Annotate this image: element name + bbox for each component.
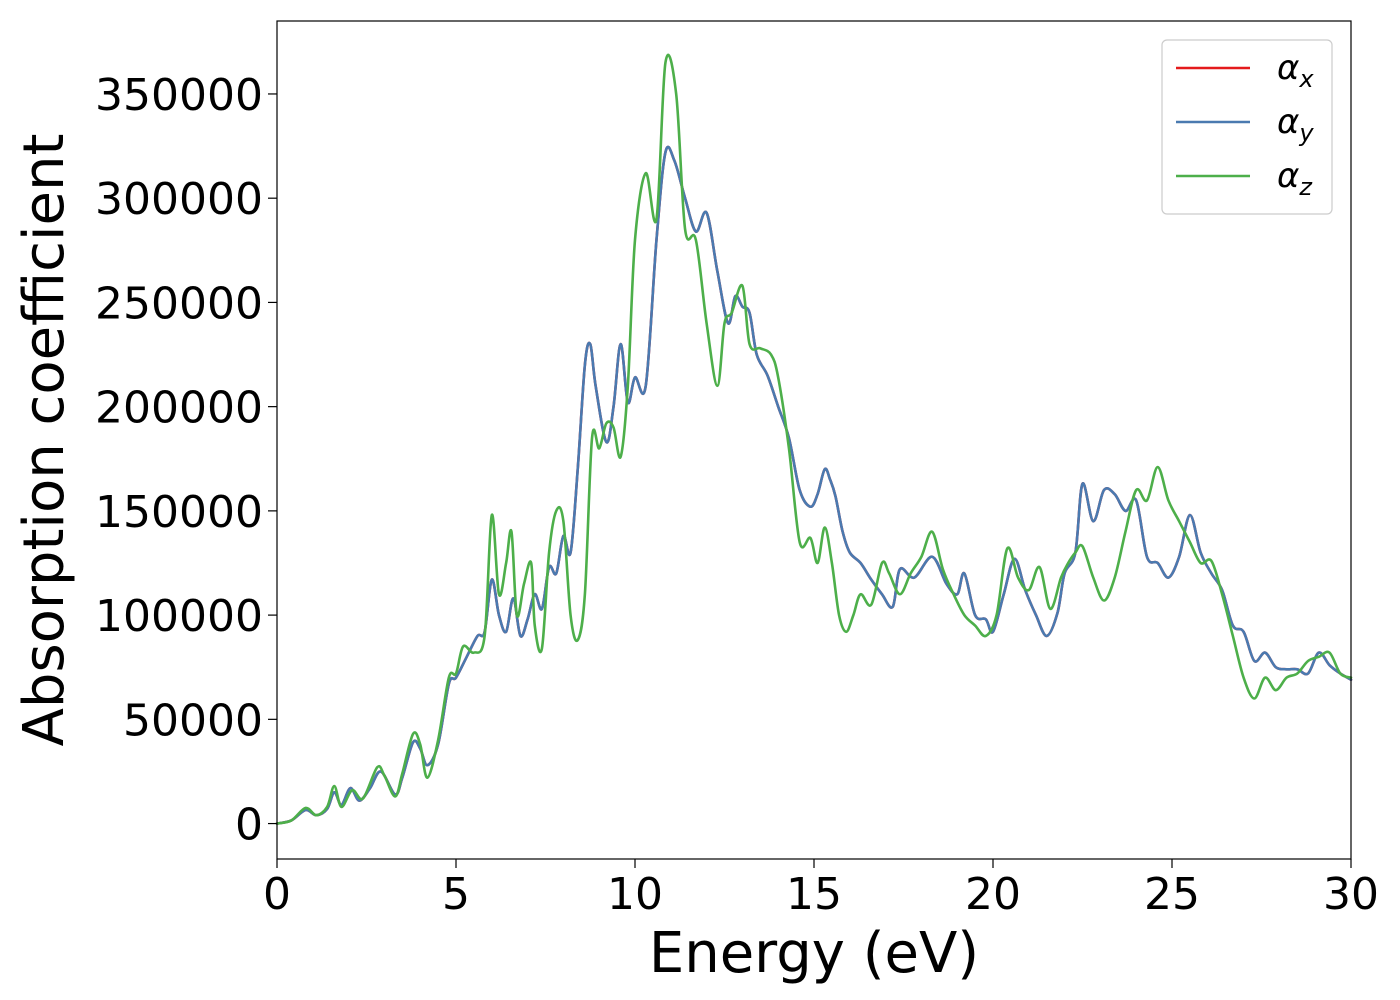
x-axis: 0 5 10 15 20 25 30 <box>263 859 1379 920</box>
x-tick-label: 0 <box>263 869 291 920</box>
series-line-alpha-x <box>275 145 1353 825</box>
y-tick-label: 250000 <box>95 278 263 329</box>
series-layer <box>275 53 1353 825</box>
y-tick-label: 300000 <box>95 174 263 225</box>
y-tick-label: 0 <box>235 800 263 851</box>
y-axis-title: Absorption coefficient <box>12 134 77 747</box>
series-line-alpha-y <box>275 145 1353 825</box>
y-tick-label: 50000 <box>123 695 263 746</box>
legend-label-alpha-z: αz <box>1277 156 1313 201</box>
y-tick-label: 150000 <box>95 487 263 538</box>
x-axis-title: Energy (eV) <box>649 921 979 986</box>
legend-label-alpha-y: αy <box>1277 102 1314 147</box>
x-tick-label: 15 <box>786 869 842 920</box>
y-axis: 0 50000 100000 150000 200000 250000 300000 3500… <box>95 70 277 851</box>
x-tick-label: 30 <box>1323 869 1379 920</box>
legend-label-alpha-x: αx <box>1277 48 1314 93</box>
legend-box <box>1161 39 1333 215</box>
y-tick-label: 200000 <box>95 383 263 434</box>
series-line-alpha-z <box>275 53 1353 825</box>
x-tick-label: 25 <box>1144 869 1200 920</box>
y-tick-label: 100000 <box>95 591 263 642</box>
x-tick-label: 10 <box>607 869 663 920</box>
x-tick-label: 20 <box>965 869 1021 920</box>
legend: αx αy αz <box>1161 39 1333 215</box>
y-tick-label: 350000 <box>95 70 263 121</box>
x-tick-label: 5 <box>442 869 470 920</box>
